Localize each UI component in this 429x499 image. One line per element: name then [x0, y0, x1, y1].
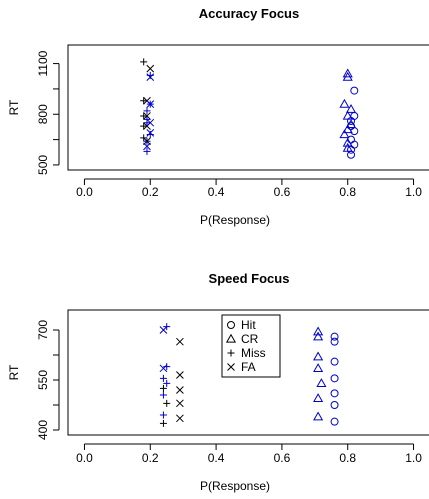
data-point-plus [159, 419, 167, 427]
data-point-plus [140, 58, 148, 66]
plot-frame [67, 309, 429, 436]
x-tick-label: 0.8 [339, 451, 356, 465]
data-point-triangle [339, 129, 350, 139]
data-point-plus [163, 399, 171, 407]
y-axis-label: RT [7, 99, 21, 115]
data-point-circle [330, 417, 339, 426]
data-point-triangle [339, 98, 350, 108]
data-point-triangle [313, 393, 324, 402]
data-point-plus [163, 363, 171, 371]
data-point-x [176, 386, 184, 394]
accuracy-focus-panel: Accuracy Focus 0.0 0.2 0.4 0.6 0.8 1.0 500 800 11… [7, 6, 429, 227]
data-point-plus [143, 107, 151, 115]
data-point-plus [159, 411, 167, 419]
data-point-x [146, 73, 155, 81]
data-point-triangle [345, 103, 357, 113]
legend-label: Hit [241, 318, 256, 332]
data-point-circle [330, 389, 339, 398]
x-tick-label: 0.2 [142, 185, 159, 199]
x-tick-label: 0.0 [76, 451, 93, 465]
legend-label: CR [241, 332, 259, 346]
data-point-plus [159, 374, 167, 382]
data-point-x [159, 364, 168, 373]
y-tick-label: 500 [36, 155, 50, 175]
data-point-x [146, 100, 155, 108]
data-point-circle [330, 401, 339, 409]
data-point-circle [330, 332, 339, 341]
data-point-x [146, 64, 155, 73]
data-point-triangle [313, 363, 324, 372]
data-point-x [146, 118, 155, 127]
data-point-plus [146, 131, 154, 139]
data-point-plus [159, 391, 167, 399]
data-point-triangle [313, 326, 324, 336]
data-point-triangle [342, 68, 353, 78]
data-point-triangle [313, 331, 324, 341]
data-point-triangle [313, 351, 324, 361]
y-tick-label: 550 [36, 370, 50, 390]
legend-marker-triangle [225, 333, 237, 343]
data-point-triangle [316, 378, 327, 387]
data-point-triangle [342, 142, 353, 152]
legend-label: Miss [241, 346, 266, 360]
legend-marker-x [227, 363, 235, 371]
x-tick-label: 0.8 [339, 185, 356, 199]
data-point-triangle [342, 124, 353, 134]
data-point-triangle [313, 411, 324, 421]
data-point-triangle [342, 137, 353, 147]
data-point-plus [143, 147, 151, 155]
y-tick-label: 800 [36, 104, 50, 124]
y-tick-label: 400 [36, 420, 50, 440]
data-point-x [176, 414, 184, 423]
data-point-plus [159, 384, 167, 392]
chart-title: Accuracy Focus [199, 6, 299, 21]
data-point-x [143, 142, 151, 151]
data-point-circle [350, 140, 359, 149]
data-point-x [176, 337, 184, 346]
data-point-circle [330, 337, 339, 346]
y-axis-label: RT [7, 364, 21, 380]
data-point-plus [163, 379, 171, 387]
data-point-triangle [345, 119, 357, 129]
data-point-circle [350, 127, 359, 136]
x-tick-label: 0.6 [274, 185, 291, 199]
chart-title: Speed Focus [209, 271, 290, 286]
data-point-x [146, 128, 155, 137]
data-point-plus [140, 112, 148, 120]
x-axis-label: P(Response) [200, 479, 270, 493]
data-point-plus [140, 122, 148, 130]
x-tick-label: 0.4 [208, 185, 225, 199]
data-point-circle [330, 374, 339, 383]
x-axis-label: P(Response) [200, 213, 270, 227]
data-point-x [159, 326, 168, 334]
data-point-circle [330, 357, 339, 366]
speed-focus-panel: Speed Focus 0.0 0.2 0.4 0.6 0.8 1.0 400 550 700 P(… [7, 271, 429, 493]
data-point-circle [350, 86, 359, 95]
y-tick-label: 1100 [36, 50, 50, 76]
x-tick-label: 0.6 [274, 451, 291, 465]
plot-frame [67, 44, 429, 171]
data-point-triangle [342, 110, 353, 120]
x-tick-label: 0.2 [142, 451, 159, 465]
legend-marker-plus [227, 349, 235, 357]
x-tick-label: 0.0 [76, 185, 93, 199]
legend-marker-circle [227, 321, 235, 329]
data-point-x [176, 399, 184, 408]
data-point-x [176, 371, 184, 379]
x-tick-label: 0.4 [208, 451, 225, 465]
x-tick-label: 1.0 [405, 451, 422, 465]
y-tick-label: 700 [36, 320, 50, 340]
data-point-x [143, 112, 151, 120]
data-point-plus [146, 71, 154, 79]
legend-label: FA [241, 360, 256, 374]
data-point-plus [140, 97, 148, 105]
x-tick-label: 1.0 [405, 185, 422, 199]
